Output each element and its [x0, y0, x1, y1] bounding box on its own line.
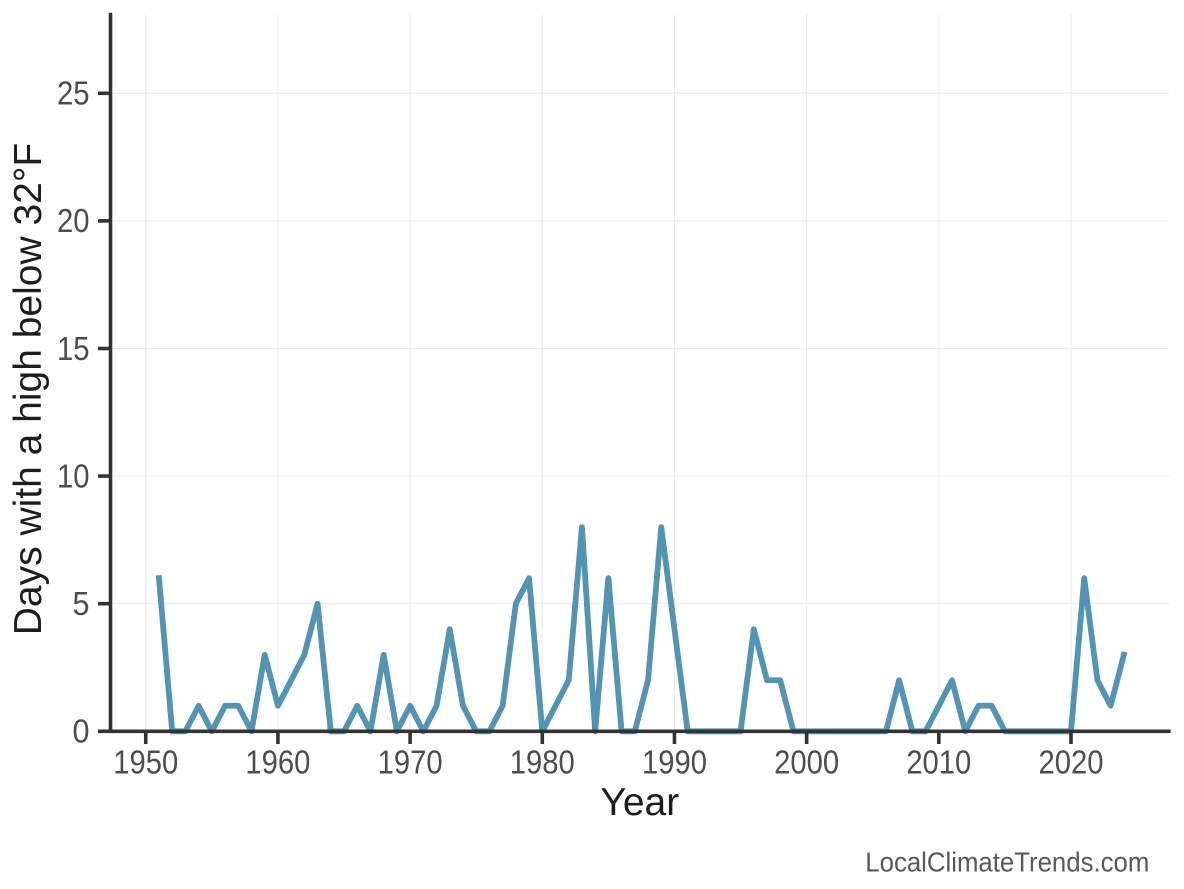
svg-text:0: 0 [73, 713, 90, 750]
svg-text:15: 15 [57, 330, 90, 367]
svg-text:1990: 1990 [642, 744, 707, 781]
svg-text:1980: 1980 [510, 744, 575, 781]
svg-text:2000: 2000 [774, 744, 839, 781]
svg-text:10: 10 [57, 457, 90, 494]
svg-text:2010: 2010 [906, 744, 971, 781]
svg-text:25: 25 [57, 75, 90, 112]
svg-text:1950: 1950 [113, 744, 178, 781]
svg-text:Days with a high below 32°F: Days with a high below 32°F [7, 143, 50, 636]
svg-text:1960: 1960 [245, 744, 310, 781]
svg-text:Year: Year [600, 781, 679, 824]
svg-text:5: 5 [73, 585, 90, 622]
svg-text:1970: 1970 [378, 744, 443, 781]
svg-text:LocalClimateTrends.com: LocalClimateTrends.com [865, 846, 1149, 877]
svg-text:2020: 2020 [1039, 744, 1104, 781]
svg-text:20: 20 [57, 202, 90, 239]
